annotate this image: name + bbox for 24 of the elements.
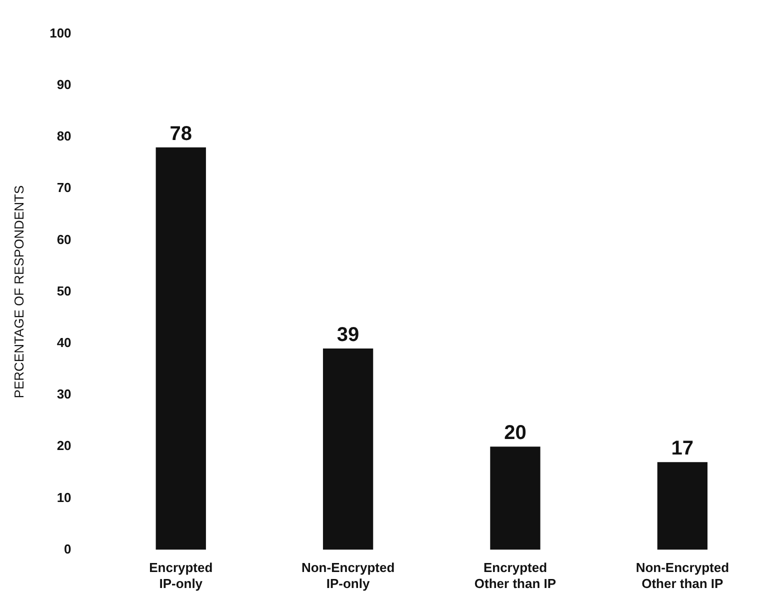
x-tick-label: Non-Encrypted Other than IP xyxy=(636,560,730,591)
y-tick-label: 90 xyxy=(56,76,72,92)
y-tick-label: 50 xyxy=(56,283,72,298)
y-tick-label: 20 xyxy=(56,438,72,454)
bar xyxy=(490,446,540,550)
bar xyxy=(156,147,206,550)
x-tick-label: Encrypted Other than IP xyxy=(474,560,556,591)
y-tick-label: 60 xyxy=(56,232,72,247)
x-tick-label: Non-Encrypted IP-only xyxy=(301,560,395,591)
y-tick-label: 40 xyxy=(56,334,72,350)
data-label: 17 xyxy=(671,438,694,460)
y-tick-label: 0 xyxy=(64,541,72,556)
x-tick-label: Encrypted IP-only xyxy=(149,560,213,591)
y-axis-title: PERCENTAGE OF RESPONDENTS xyxy=(11,185,26,398)
y-tick-label: 70 xyxy=(56,180,72,196)
bar xyxy=(322,348,374,550)
data-label: 20 xyxy=(504,422,526,444)
data-label: 78 xyxy=(170,122,192,145)
y-tick-label: 30 xyxy=(56,386,72,402)
y-tick-label: 80 xyxy=(56,128,72,144)
data-label: 39 xyxy=(336,324,360,346)
y-tick-label: 100 xyxy=(50,25,72,40)
y-tick-label: 10 xyxy=(56,490,72,505)
bar xyxy=(657,462,708,550)
